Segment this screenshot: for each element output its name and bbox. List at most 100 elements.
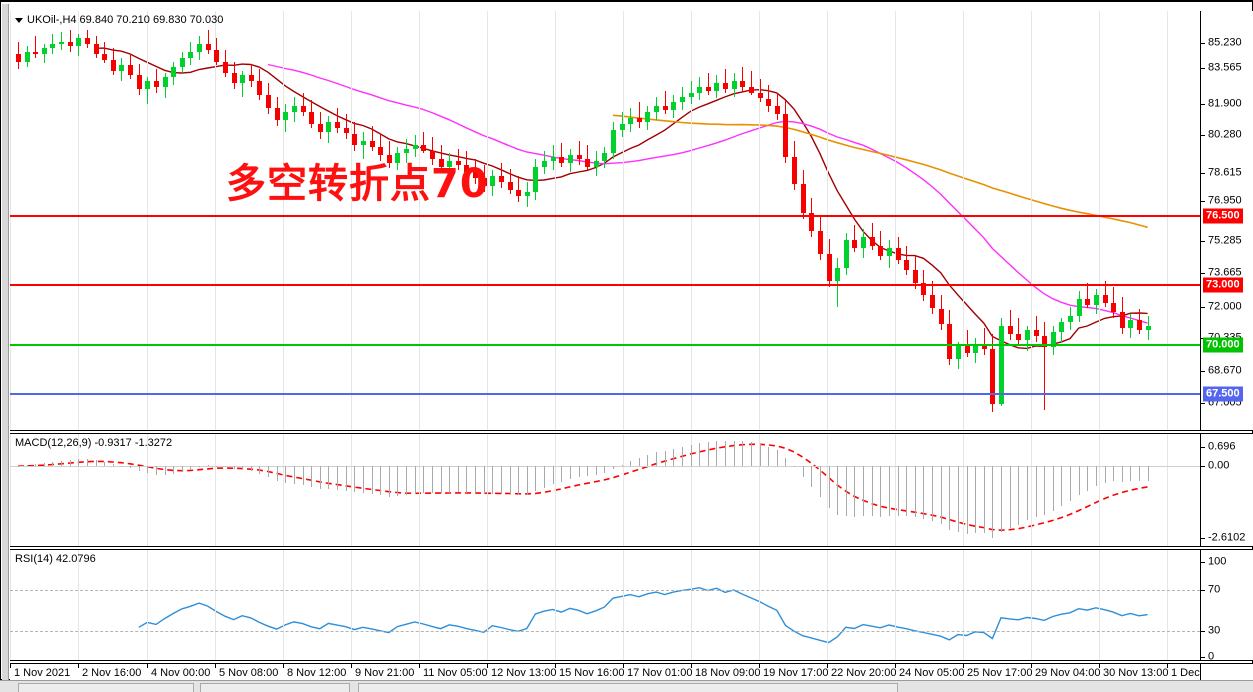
macd-histogram-bar bbox=[1027, 466, 1028, 521]
candle-body bbox=[956, 345, 961, 360]
candle-body bbox=[283, 112, 288, 120]
candle-body bbox=[1128, 320, 1133, 328]
price-axis-tick bbox=[1201, 68, 1205, 69]
level-line-73000[interactable] bbox=[10, 284, 1200, 286]
macd-axis[interactable]: 0.696 0.00 -2.6102 bbox=[1200, 434, 1253, 546]
taskbar-button[interactable] bbox=[18, 683, 194, 692]
time-axis-tick bbox=[691, 664, 692, 668]
macd-histogram-bar bbox=[1053, 466, 1054, 511]
vertical-gridline bbox=[78, 550, 79, 660]
price-level-badge[interactable]: 76.500 bbox=[1203, 208, 1243, 224]
vertical-gridline bbox=[827, 11, 828, 430]
vertical-gridline bbox=[963, 11, 964, 430]
candle-body bbox=[887, 248, 892, 256]
candle-body bbox=[111, 59, 116, 72]
vertical-gridline bbox=[963, 550, 964, 660]
macd-histogram-bar bbox=[604, 466, 605, 473]
macd-histogram-bar bbox=[492, 466, 493, 494]
candle-body bbox=[775, 106, 780, 115]
candle-wick bbox=[587, 145, 588, 171]
candle-body bbox=[947, 324, 952, 360]
candle-body bbox=[1068, 316, 1073, 323]
candle-body bbox=[758, 92, 763, 99]
macd-histogram-bar bbox=[613, 466, 614, 469]
candle-body bbox=[344, 127, 349, 134]
macd-histogram-bar bbox=[501, 466, 502, 494]
macd-histogram-bar bbox=[234, 466, 235, 470]
macd-histogram-bar bbox=[673, 448, 674, 467]
candle-body bbox=[654, 106, 659, 113]
candle-body bbox=[525, 191, 530, 196]
candle-wick bbox=[242, 71, 243, 97]
price-plot-area[interactable]: 多空转折点70 bbox=[10, 11, 1200, 430]
candle-body bbox=[809, 213, 814, 231]
macd-histogram-bar bbox=[27, 465, 28, 467]
vertical-gridline bbox=[759, 550, 760, 660]
price-axis-label: 72.000 bbox=[1208, 300, 1242, 313]
level-line-76500[interactable] bbox=[10, 215, 1200, 217]
macd-axis-tick bbox=[1201, 538, 1205, 539]
price-level-badge[interactable]: 67.500 bbox=[1203, 386, 1243, 402]
macd-histogram-bar bbox=[1113, 466, 1114, 482]
vertical-gridline bbox=[691, 11, 692, 430]
candle-wick bbox=[35, 36, 36, 58]
left-scroll-rail[interactable] bbox=[2, 4, 9, 682]
rsi-axis[interactable]: 100 70 30 0 bbox=[1200, 550, 1253, 660]
candle-body bbox=[223, 61, 228, 74]
candle-body bbox=[965, 345, 970, 354]
candle-body bbox=[542, 160, 547, 167]
candle-body bbox=[387, 154, 392, 163]
candle-body bbox=[1059, 322, 1064, 332]
candle-body bbox=[352, 133, 357, 146]
candle-body bbox=[620, 123, 625, 130]
candle-wick bbox=[104, 42, 105, 64]
macd-plot-area[interactable] bbox=[10, 434, 1200, 546]
price-axis-label: 83.565 bbox=[1208, 61, 1242, 74]
candle-wick bbox=[363, 131, 364, 159]
candle-body bbox=[361, 141, 366, 146]
price-level-badge[interactable]: 73.000 bbox=[1203, 277, 1243, 293]
price-level-badge[interactable]: 70.000 bbox=[1203, 337, 1243, 353]
macd-histogram-bar bbox=[553, 466, 554, 485]
candle-body bbox=[749, 86, 754, 93]
candle-body bbox=[1016, 333, 1021, 340]
macd-pane[interactable]: MACD(12,26,9) -0.9317 -1.3272 0.696 0.00 -… bbox=[10, 433, 1253, 547]
collapse-caret-icon[interactable] bbox=[15, 17, 23, 23]
price-pane[interactable]: UKOil-,H4 69.840 70.210 69.830 70.030 多空… bbox=[10, 11, 1253, 431]
level-line-70000[interactable] bbox=[10, 344, 1200, 346]
vertical-gridline bbox=[1031, 11, 1032, 430]
time-axis-pane[interactable]: 1 Nov 2021 2 Nov 16:00 4 Nov 00:00 5 Nov 08… bbox=[10, 663, 1253, 681]
macd-histogram-bar bbox=[96, 460, 97, 467]
vertical-gridline bbox=[283, 434, 284, 546]
macd-histogram-bar bbox=[579, 466, 580, 478]
os-taskbar[interactable] bbox=[0, 680, 1253, 692]
candle-body bbox=[1042, 335, 1047, 348]
candle-wick bbox=[466, 151, 467, 177]
macd-histogram-bar bbox=[803, 466, 804, 478]
macd-histogram-bar bbox=[259, 466, 260, 474]
candle-body bbox=[818, 230, 823, 255]
time-axis-tick bbox=[78, 664, 79, 668]
macd-histogram-bar bbox=[423, 466, 424, 493]
macd-histogram-bar bbox=[1139, 466, 1140, 482]
rsi-axis-tick bbox=[1201, 562, 1205, 563]
candle-body bbox=[896, 248, 901, 260]
macd-histogram-bar bbox=[139, 466, 140, 472]
macd-axis-tick bbox=[1201, 466, 1205, 467]
macd-histogram-bar bbox=[372, 466, 373, 494]
candle-body bbox=[835, 267, 840, 282]
candle-wick bbox=[156, 69, 157, 93]
macd-histogram-bar bbox=[78, 459, 79, 467]
rsi-plot-area[interactable] bbox=[10, 550, 1200, 660]
vertical-gridline bbox=[1167, 11, 1168, 430]
level-line-67500[interactable] bbox=[10, 393, 1200, 395]
taskbar-button[interactable] bbox=[200, 683, 350, 692]
macd-histogram-bar bbox=[1105, 466, 1106, 483]
vertical-gridline bbox=[419, 11, 420, 430]
candle-body bbox=[378, 147, 383, 155]
candle-body bbox=[783, 114, 788, 157]
rsi-pane[interactable]: RSI(14) 42.0796 100 70 30 0 bbox=[10, 549, 1253, 661]
macd-histogram-bar bbox=[622, 464, 623, 467]
taskbar-button[interactable] bbox=[358, 683, 898, 692]
price-axis[interactable]: 85.230 83.565 81.900 80.280 78.615 76.950 75.2… bbox=[1200, 11, 1253, 430]
